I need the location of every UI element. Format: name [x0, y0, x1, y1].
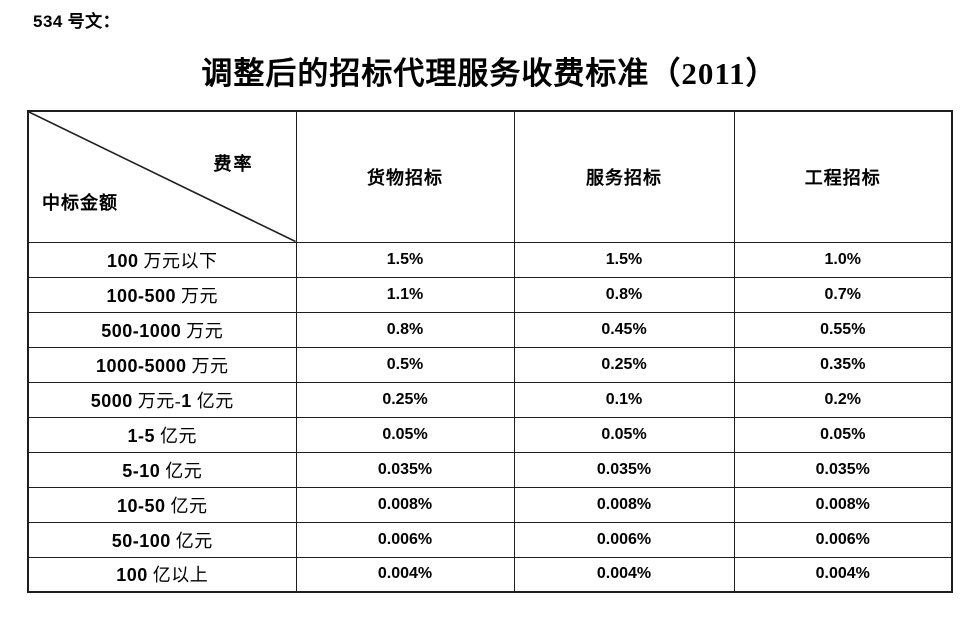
- fee-rate-value: 0.35%: [733, 346, 953, 383]
- row-label-amount-range: 50-100 亿元: [27, 521, 297, 558]
- label-number: 100: [116, 565, 148, 586]
- fee-rate-value: 0.008%: [513, 486, 735, 523]
- label-number: 10-50: [116, 495, 166, 516]
- row-label-amount-range: 10-50 亿元: [27, 486, 297, 523]
- table-row: 100-500 万元 1.1% 0.8% 0.7%: [27, 276, 953, 313]
- table-row: 500-1000 万元 0.8% 0.45% 0.55%: [27, 311, 953, 348]
- label-number: 1000-5000: [95, 355, 187, 376]
- row-label-amount-range: 5-10 亿元: [27, 451, 297, 488]
- fee-rate-value: 0.008%: [295, 486, 515, 523]
- corner-label-bid-amount: 中标金额: [42, 192, 118, 213]
- table-row: 5-10 亿元 0.035% 0.035% 0.035%: [27, 451, 953, 488]
- row-label-amount-range: 100 万元以下: [27, 241, 297, 278]
- fee-rate-value: 0.008%: [733, 486, 953, 523]
- table-row: 10-50 亿元 0.008% 0.008% 0.008%: [27, 486, 953, 523]
- label-number: 100: [106, 250, 139, 271]
- fee-rate-value: 0.1%: [513, 381, 735, 418]
- fee-rate-value: 0.8%: [513, 276, 735, 313]
- fee-rate-value: 0.05%: [733, 416, 953, 453]
- fee-rate-value: 1.0%: [733, 241, 953, 278]
- column-header-service-tender: 服务招标: [513, 110, 735, 243]
- doc-number-label: 534 号文：: [33, 12, 121, 31]
- fee-rate-value: 0.035%: [295, 451, 515, 488]
- row-label-amount-range: 1000-5000 万元: [27, 346, 297, 383]
- fee-rate-value: 0.55%: [733, 311, 953, 348]
- label-number: 5000: [90, 390, 133, 411]
- table-row: 1000-5000 万元 0.5% 0.25% 0.35%: [27, 346, 953, 383]
- table-row: 100 亿以上 0.004% 0.004% 0.004%: [27, 556, 953, 593]
- label-number: 50-100: [111, 530, 171, 551]
- row-label-amount-range: 100 亿以上: [27, 556, 297, 593]
- fee-rate-value: 1.5%: [513, 241, 735, 278]
- table-row: 50-100 亿元 0.006% 0.006% 0.006%: [27, 521, 953, 558]
- fee-rate-value: 0.035%: [513, 451, 735, 488]
- fee-rate-value: 0.05%: [295, 416, 515, 453]
- fee-rate-value: 0.25%: [513, 346, 735, 383]
- fee-rate-value: 0.5%: [295, 346, 515, 383]
- table-row: 100 万元以下 1.5% 1.5% 1.0%: [27, 241, 953, 278]
- fee-rate-value: 0.006%: [295, 521, 515, 558]
- corner-label-rate: 费率: [213, 154, 254, 174]
- fee-rate-table: 费率 中标金额 货物招标 服务招标 工程招标 100 万元以下 1.5% 1.5% 1…: [27, 110, 953, 593]
- fee-rate-value: 0.25%: [295, 381, 515, 418]
- table-row: 1-5 亿元 0.05% 0.05% 0.05%: [27, 416, 953, 453]
- label-number: 100-500: [106, 285, 177, 306]
- row-label-amount-range: 100-500 万元: [27, 276, 297, 313]
- fee-rate-value: 0.035%: [733, 451, 953, 488]
- fee-rate-value: 0.2%: [733, 381, 953, 418]
- fee-rate-value: 0.004%: [513, 556, 735, 593]
- fee-rate-value: 0.006%: [733, 521, 953, 558]
- fee-rate-value: 0.006%: [513, 521, 735, 558]
- label-number: 500-1000: [101, 320, 182, 341]
- fee-rate-value: 0.45%: [513, 311, 735, 348]
- fee-rate-value: 0.004%: [295, 556, 515, 593]
- fee-rate-value: 0.7%: [733, 276, 953, 313]
- column-header-works-tender: 工程招标: [733, 110, 953, 243]
- label-number: 5-10: [122, 460, 161, 481]
- label-number: 534: [33, 12, 63, 31]
- fee-rate-value: 1.1%: [295, 276, 515, 313]
- diagonal-header-cell: 费率 中标金额: [27, 110, 297, 243]
- row-label-amount-range: 1-5 亿元: [27, 416, 297, 453]
- header-row: 费率 中标金额 货物招标 服务招标 工程招标: [27, 110, 953, 243]
- table-row: 5000 万元-1 亿元 0.25% 0.1% 0.2%: [27, 381, 953, 418]
- page-title: 调整后的招标代理服务收费标准（2011）: [201, 56, 778, 91]
- row-label-amount-range: 500-1000 万元: [27, 311, 297, 348]
- label-number: 1-5: [127, 425, 155, 446]
- diagonal-divider-line: [29, 112, 296, 242]
- column-header-goods-tender: 货物招标: [295, 110, 515, 243]
- fee-rate-value: 0.8%: [295, 311, 515, 348]
- fee-rate-value: 1.5%: [295, 241, 515, 278]
- fee-rate-value: 0.004%: [733, 556, 953, 593]
- fee-rate-value: 0.05%: [513, 416, 735, 453]
- label-number: 1: [181, 390, 192, 411]
- row-label-amount-range: 5000 万元-1 亿元: [27, 381, 297, 418]
